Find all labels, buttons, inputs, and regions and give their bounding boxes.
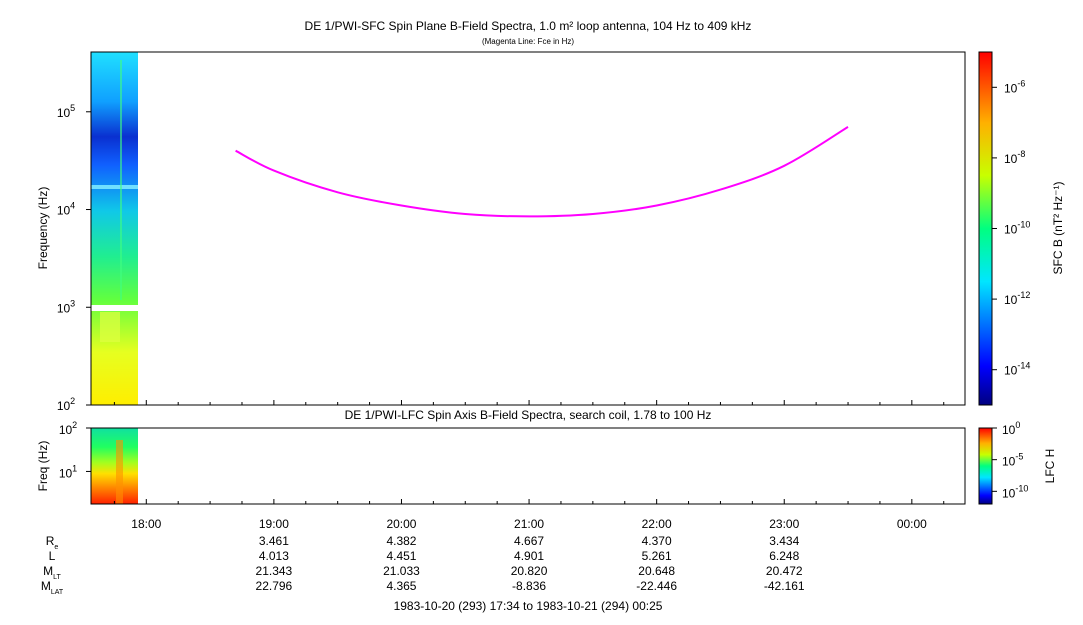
- ephemeris-value: 3.434: [769, 534, 799, 548]
- ephemeris-value: 4.365: [386, 579, 416, 593]
- sfc-bright-patch: [100, 312, 120, 342]
- lfc-colorbar-tick-label: 100: [1002, 420, 1020, 437]
- ephemeris-value: 20.648: [638, 564, 675, 578]
- ephemeris-value: -8.836: [512, 579, 546, 593]
- time-tick-label: 18:00: [131, 517, 161, 531]
- ephemeris-value: 4.370: [642, 534, 672, 548]
- time-tick-label: 00:00: [897, 517, 927, 531]
- sfc-ytick-label: 102: [57, 396, 75, 413]
- ephemeris-value: 22.796: [256, 579, 293, 593]
- sfc-colorbar-tick-label: 10-12: [1004, 290, 1030, 307]
- ephemeris-value: 3.461: [259, 534, 289, 548]
- ephemeris-value: -42.161: [764, 579, 805, 593]
- lfc-ytick-label: 102: [59, 420, 77, 437]
- sfc-plot-frame: [90, 51, 966, 406]
- lfc-colorbar-tick-label: 10-10: [1002, 483, 1028, 500]
- ephemeris-value: 5.261: [642, 549, 672, 563]
- sfc-colorbar-tick-label: 10-10: [1004, 220, 1030, 237]
- ephemeris-value: 6.248: [769, 549, 799, 563]
- lfc-colorbar: 100 10-5 10-10 LFC H: [978, 420, 1057, 505]
- lfc-peak-column: [116, 440, 123, 504]
- ephemeris-value: 4.667: [514, 534, 544, 548]
- lfc-panel: 102 101 Freq (Hz): [36, 420, 966, 505]
- time-tick-label: 23:00: [769, 517, 799, 531]
- sfc-ylabel: Frequency (Hz): [36, 187, 50, 270]
- sfc-colorbar-tick-label: 10-8: [1004, 149, 1025, 166]
- chart-title: DE 1/PWI-SFC Spin Plane B-Field Spectra,…: [305, 19, 752, 33]
- chart-subtitle: (Magenta Line: Fce in Hz): [482, 37, 574, 46]
- sfc-colorbar-label: SFC B (nT² Hz⁻¹): [1051, 182, 1065, 275]
- lfc-colorbar-tick-label: 10-5: [1002, 452, 1023, 469]
- time-axis: 18:00 19:00 20:00 21:00 22:00 23:00 00:00: [113, 400, 945, 531]
- ephemeris-table: Re 3.461 4.382 4.667 4.370 3.434 L 4.013 4.451 4.…: [41, 534, 805, 596]
- sfc-ytick-label: 103: [57, 298, 75, 315]
- sfc-noise-band: [91, 185, 138, 189]
- ephemeris-value: 20.472: [766, 564, 803, 578]
- ephemeris-value: 21.343: [256, 564, 293, 578]
- lfc-ylabel: Freq (Hz): [36, 441, 50, 492]
- time-tick-label: 19:00: [259, 517, 289, 531]
- time-range: 1983-10-20 (293) 17:34 to 1983-10-21 (29…: [394, 599, 663, 613]
- sfc-ytick-label: 105: [57, 103, 75, 120]
- sfc-colorbar-tick-label: 10-14: [1004, 361, 1030, 378]
- lfc-ytick-label: 101: [59, 463, 77, 480]
- lfc-colorbar-gradient: [978, 427, 993, 505]
- ephemeris-value: 4.013: [259, 549, 289, 563]
- ephemeris-value: 20.820: [511, 564, 548, 578]
- ephemeris-row-label: L: [49, 549, 56, 563]
- fce-line: [235, 126, 849, 218]
- sfc-colorbar: 10-6 10-8 10-10 10-12 10-14 SFC B (nT² Hz⁻¹): [978, 51, 1065, 406]
- time-tick-label: 21:00: [514, 517, 544, 531]
- ephemeris-row-label: MLAT: [41, 579, 64, 596]
- sfc-ytick-label: 104: [57, 201, 75, 218]
- time-tick-label: 22:00: [642, 517, 672, 531]
- ephemeris-value: 4.451: [386, 549, 416, 563]
- time-tick-label: 20:00: [386, 517, 416, 531]
- lfc-spectrogram-data: [91, 428, 138, 504]
- ephemeris-value: -22.446: [636, 579, 677, 593]
- ephemeris-value: 4.382: [386, 534, 416, 548]
- sfc-spectrogram-data: [91, 52, 138, 405]
- sfc-colorbar-tick-label: 10-6: [1004, 78, 1025, 95]
- ephemeris-value: 21.033: [383, 564, 420, 578]
- panel2-title: DE 1/PWI-LFC Spin Axis B-Field Spectra, …: [345, 408, 712, 422]
- sfc-gap-band: [91, 305, 138, 311]
- sfc-panel: 105 104 103 102 Frequency (Hz): [36, 51, 966, 413]
- ephemeris-row-label: MLT: [43, 564, 61, 581]
- lfc-colorbar-label: LFC H: [1043, 449, 1057, 484]
- ephemeris-row-label: Re: [46, 534, 59, 551]
- ephemeris-value: 4.901: [514, 549, 544, 563]
- sfc-colorbar-gradient: [978, 51, 993, 406]
- lfc-plot-frame: [90, 427, 966, 505]
